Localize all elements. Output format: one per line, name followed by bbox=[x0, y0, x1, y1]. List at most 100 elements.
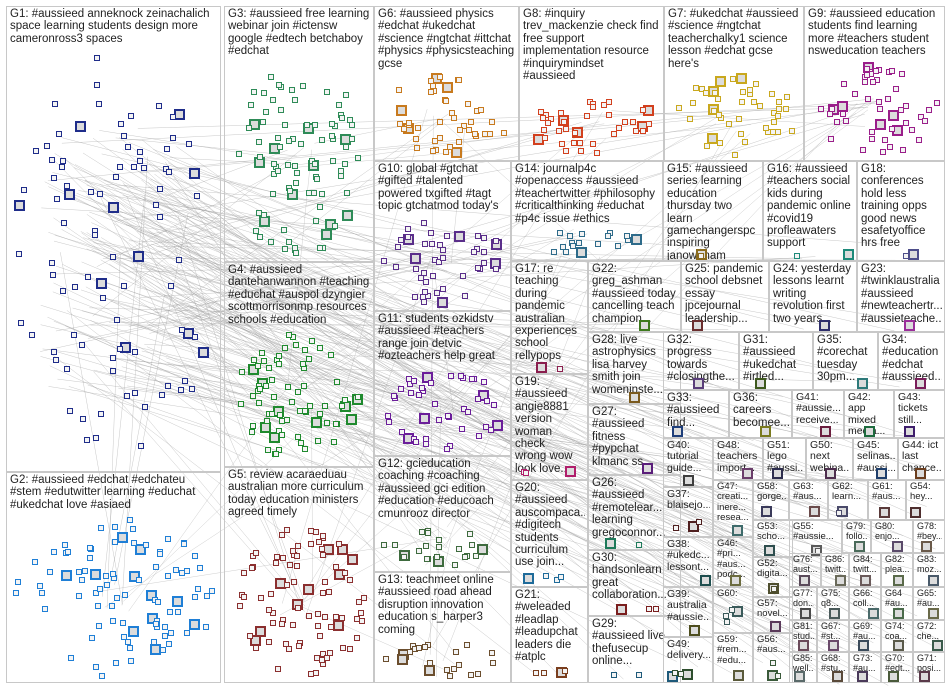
graph-node bbox=[112, 524, 119, 531]
graph-node bbox=[294, 605, 301, 612]
graph-node bbox=[858, 640, 870, 651]
graph-node bbox=[432, 401, 439, 408]
group-label: G1: #aussieed anneknock zeinachalich spa… bbox=[10, 8, 210, 45]
graph-node bbox=[292, 96, 299, 103]
graph-node bbox=[87, 545, 93, 552]
graph-node bbox=[888, 110, 900, 122]
graph-node bbox=[64, 549, 71, 556]
graph-node bbox=[127, 112, 134, 119]
graph-node bbox=[477, 107, 484, 114]
graph-node bbox=[736, 73, 748, 84]
graph-node bbox=[342, 144, 349, 151]
graph-node bbox=[729, 607, 736, 614]
graph-node bbox=[59, 164, 66, 171]
graph-node bbox=[128, 626, 139, 638]
graph-node bbox=[300, 360, 307, 367]
group-g80: G80: enjo... bbox=[871, 520, 913, 553]
graph-node bbox=[560, 243, 567, 250]
graph-node bbox=[197, 346, 209, 358]
graph-node bbox=[396, 121, 403, 128]
graph-node bbox=[158, 392, 165, 399]
graph-node bbox=[293, 180, 300, 187]
graph-node bbox=[442, 81, 453, 93]
graph-node bbox=[323, 89, 330, 96]
graph-node bbox=[548, 116, 555, 122]
graph-node bbox=[112, 660, 119, 667]
group-label: G8: #inquiry trev_mackenzie check find f… bbox=[523, 8, 659, 83]
graph-node bbox=[640, 127, 647, 134]
graph-node bbox=[888, 671, 900, 682]
graph-node bbox=[401, 554, 408, 561]
graph-node bbox=[141, 403, 148, 410]
graph-node bbox=[269, 610, 276, 617]
graph-node bbox=[287, 562, 294, 569]
graph-node bbox=[284, 162, 291, 169]
graph-node bbox=[742, 468, 754, 479]
graph-node bbox=[440, 247, 447, 253]
graph-node bbox=[397, 385, 404, 392]
graph-node bbox=[692, 378, 704, 389]
graph-node bbox=[356, 598, 363, 605]
graph-node bbox=[17, 320, 24, 327]
graph-node bbox=[413, 266, 420, 273]
graph-node bbox=[430, 83, 437, 89]
graph-node bbox=[257, 234, 264, 241]
group-g15: G15: #aussieed series learning education… bbox=[663, 161, 763, 261]
graph-node bbox=[490, 402, 497, 409]
graph-node bbox=[381, 257, 388, 264]
graph-node bbox=[421, 240, 428, 247]
graph-node bbox=[464, 642, 471, 649]
graph-node bbox=[93, 55, 100, 62]
group-g3: G3: #aussieed free learning webinar join… bbox=[224, 6, 374, 262]
graph-node bbox=[380, 541, 387, 548]
graph-node bbox=[440, 255, 447, 262]
group-label: G25: pandemic school debsnet essay jpcej… bbox=[685, 263, 763, 325]
graph-node bbox=[63, 183, 70, 190]
group-g17: G17: re teaching during pandemic austral… bbox=[511, 261, 588, 374]
graph-node bbox=[632, 128, 639, 135]
graph-node bbox=[248, 102, 255, 109]
graph-node bbox=[54, 196, 61, 203]
graph-node bbox=[301, 383, 308, 389]
graph-node bbox=[319, 533, 326, 539]
graph-node bbox=[465, 126, 472, 133]
graph-node bbox=[902, 120, 909, 127]
graph-node bbox=[898, 70, 905, 77]
graph-node bbox=[423, 279, 430, 286]
graph-node bbox=[692, 84, 699, 91]
graph-node bbox=[429, 240, 435, 247]
graph-node bbox=[336, 544, 348, 555]
graph-node bbox=[269, 432, 281, 444]
graph-node bbox=[909, 127, 915, 134]
graph-node bbox=[427, 89, 434, 96]
graph-node bbox=[52, 101, 59, 108]
graph-node bbox=[66, 408, 73, 415]
graph-node bbox=[318, 546, 325, 553]
graph-node bbox=[294, 388, 301, 395]
graph-node bbox=[436, 536, 443, 543]
graph-node bbox=[192, 593, 199, 600]
graph-node bbox=[261, 357, 268, 364]
graph-node bbox=[688, 625, 700, 636]
graph-node bbox=[37, 583, 44, 590]
graph-node bbox=[326, 589, 333, 595]
graph-node bbox=[247, 363, 259, 375]
graph-node bbox=[316, 203, 323, 210]
graph-node bbox=[467, 530, 474, 537]
graph-node bbox=[61, 220, 68, 227]
graph-node bbox=[921, 541, 932, 552]
graph-node bbox=[386, 418, 393, 425]
graph-node bbox=[422, 289, 429, 296]
graph-node bbox=[98, 673, 105, 680]
graph-node bbox=[322, 613, 328, 620]
graph-node bbox=[541, 126, 548, 133]
graph-node bbox=[452, 648, 459, 655]
group-g24: G24: yesterday lessons learnt writing re… bbox=[769, 261, 857, 332]
graph-node bbox=[636, 542, 643, 548]
group-g68: G68: #stu... bbox=[817, 652, 849, 683]
graph-node bbox=[103, 581, 110, 588]
graph-node bbox=[203, 624, 209, 631]
graph-node bbox=[268, 376, 275, 383]
graph-node bbox=[934, 99, 941, 106]
graph-node bbox=[393, 263, 400, 270]
